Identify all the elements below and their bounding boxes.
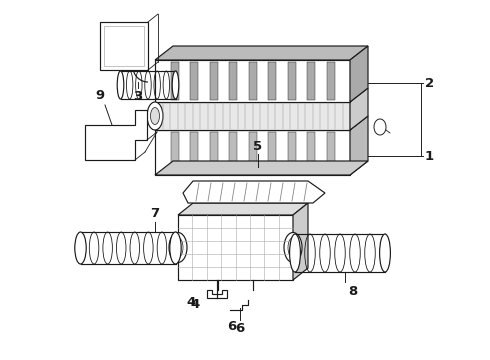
Polygon shape [155,161,368,175]
Text: 4: 4 [187,296,196,309]
Polygon shape [155,60,350,102]
Ellipse shape [117,71,124,99]
Polygon shape [85,110,147,160]
Ellipse shape [290,234,300,272]
Polygon shape [350,88,368,130]
Polygon shape [307,62,315,100]
Text: 6: 6 [227,320,237,333]
Text: 3: 3 [133,90,143,103]
Polygon shape [326,132,335,173]
Text: 5: 5 [253,140,263,153]
Text: 6: 6 [235,322,245,335]
Polygon shape [171,132,178,173]
Polygon shape [248,62,256,100]
Polygon shape [100,22,148,70]
Polygon shape [307,132,315,173]
Polygon shape [288,132,295,173]
Text: 8: 8 [348,285,357,298]
Polygon shape [350,46,368,102]
Ellipse shape [172,71,179,99]
Ellipse shape [380,234,391,272]
Polygon shape [171,62,178,100]
Polygon shape [178,203,308,215]
Polygon shape [268,62,276,100]
Text: 9: 9 [96,89,104,102]
Polygon shape [190,62,198,100]
Polygon shape [183,181,325,203]
Text: 7: 7 [150,207,160,220]
Ellipse shape [147,102,163,130]
Polygon shape [248,132,256,173]
Ellipse shape [169,233,187,262]
Text: 1: 1 [425,149,434,162]
Polygon shape [268,132,276,173]
Polygon shape [190,132,198,173]
Polygon shape [229,62,237,100]
Polygon shape [155,102,350,130]
Ellipse shape [170,232,181,264]
Polygon shape [288,62,295,100]
Text: 4: 4 [191,298,200,311]
Text: 2: 2 [425,77,434,90]
Polygon shape [207,290,227,298]
Ellipse shape [150,108,160,125]
Ellipse shape [284,233,302,262]
Polygon shape [155,46,368,60]
Polygon shape [229,132,237,173]
Polygon shape [210,62,218,100]
Ellipse shape [75,232,86,264]
Polygon shape [178,215,293,280]
Polygon shape [326,62,335,100]
Polygon shape [350,116,368,175]
Polygon shape [293,203,308,280]
Polygon shape [155,130,350,175]
Polygon shape [210,132,218,173]
